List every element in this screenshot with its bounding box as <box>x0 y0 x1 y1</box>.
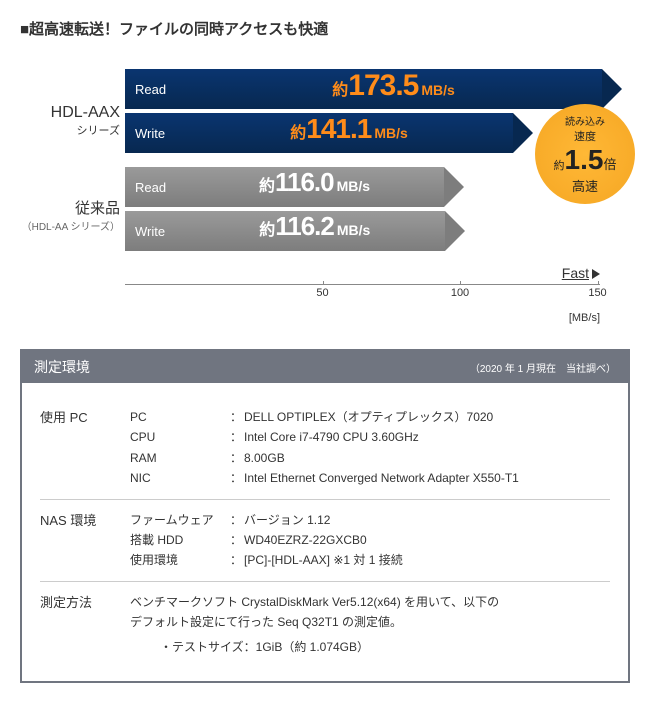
bar-arrow-icon <box>445 211 465 251</box>
bar-grey-write: Write約116.2MB/s <box>125 211 445 251</box>
env-section-content: ファームウェア：バージョン 1.12搭載 HDD：WD40EZRZ-22GXCB… <box>130 510 610 571</box>
axis-unit: [MB/s] <box>569 312 600 324</box>
env-section-label: 測定方法 <box>40 592 130 657</box>
fast-label: Fast <box>562 265 600 281</box>
spec-row: CPU：Intel Core i7-4790 CPU 3.60GHz <box>130 427 610 447</box>
page-title: ■超高速転送！ファイルの同時アクセスも快適 <box>20 18 630 39</box>
environment-header: 測定環境 （2020 年 1 月現在 当社調べ） <box>22 351 628 383</box>
spec-row: 使用環境：[PC]-[HDL-AAX] ※1 対 1 接続 <box>130 550 610 570</box>
env-section-content: PC：DELL OPTIPLEX（オプティプレックス）7020CPU：Intel… <box>130 407 610 489</box>
chart-axis: 50100150 <box>125 284 600 304</box>
group-label-hdl-aax: HDL-AAX シリーズ <box>20 104 120 138</box>
bar-grey-read: Read約116.0MB/s <box>125 167 444 207</box>
bar-chart: HDL-AAX シリーズ 従来品 （HDL-AA シリーズ） Read約173.… <box>20 69 630 329</box>
group-label-legacy: 従来品 （HDL-AA シリーズ） <box>20 197 120 233</box>
bar-arrow-icon <box>513 113 533 153</box>
bar-arrow-icon <box>444 167 464 207</box>
speed-badge: 読み込み 速度 約 1.5 倍 高速 <box>535 104 635 204</box>
spec-row: PC：DELL OPTIPLEX（オプティプレックス）7020 <box>130 407 610 427</box>
env-section: 測定方法ベンチマークソフト CrystalDiskMark Ver5.12(x6… <box>40 582 610 667</box>
spec-row: ファームウェア：バージョン 1.12 <box>130 510 610 530</box>
bar-tag: Read <box>125 69 185 109</box>
bar-value: 約116.2MB/s <box>185 211 445 251</box>
bar-tag: Write <box>125 113 185 153</box>
bar-value: 約141.1MB/s <box>185 113 513 153</box>
spec-row: RAM：8.00GB <box>130 448 610 468</box>
axis-tick: 50 <box>316 287 328 299</box>
env-section-content: ベンチマークソフト CrystalDiskMark Ver5.12(x64) を… <box>130 592 610 657</box>
bar-arrow-icon <box>602 69 622 109</box>
env-section: NAS 環境ファームウェア：バージョン 1.12搭載 HDD：WD40EZRZ-… <box>40 500 610 582</box>
arrow-right-icon <box>592 269 600 279</box>
spec-row: NIC：Intel Ethernet Converged Network Ada… <box>130 468 610 488</box>
bar-tag: Read <box>125 167 185 207</box>
env-section-label: 使用 PC <box>40 407 130 489</box>
env-section: 使用 PCPC：DELL OPTIPLEX（オプティプレックス）7020CPU：… <box>40 397 610 500</box>
axis-tick: 100 <box>451 287 469 299</box>
env-section-label: NAS 環境 <box>40 510 130 571</box>
environment-box: 測定環境 （2020 年 1 月現在 当社調べ） 使用 PCPC：DELL OP… <box>20 349 630 683</box>
bar-tag: Write <box>125 211 185 251</box>
bar-navy-write: Write約141.1MB/s <box>125 113 513 153</box>
bar-value: 約173.5MB/s <box>185 69 602 109</box>
bar-value: 約116.0MB/s <box>185 167 444 207</box>
bar-navy-read: Read約173.5MB/s <box>125 69 602 109</box>
axis-tick: 150 <box>588 287 606 299</box>
environment-body: 使用 PCPC：DELL OPTIPLEX（オプティプレックス）7020CPU：… <box>22 383 628 681</box>
spec-row: 搭載 HDD：WD40EZRZ-22GXCB0 <box>130 530 610 550</box>
